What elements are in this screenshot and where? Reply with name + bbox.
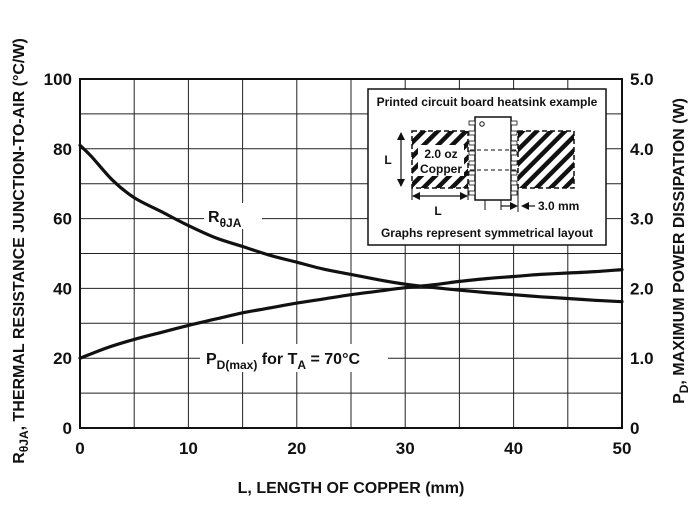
left-tick-labels: 0 20 40 60 80 100 (44, 70, 72, 438)
left-axis-title-main: R (11, 452, 28, 464)
pd-max-curve (78, 268, 624, 360)
rtheta-ja-curve (78, 143, 624, 304)
ic-pin-right (510, 150, 518, 156)
ic-pin-right (510, 170, 518, 176)
plot-frame (79, 78, 623, 429)
rtheta-series-label: RθJA (208, 209, 242, 230)
bottom-tick-label: 20 (287, 439, 306, 458)
left-axis-title: RθJA, THERMAL RESISTANCE JUNCTION-TO-AIR… (11, 38, 31, 464)
ic-pin-left (468, 180, 476, 186)
left-tick-label: 100 (44, 70, 72, 89)
ic-pins (468, 120, 518, 196)
pd-label-sub: D(max) (217, 358, 258, 372)
ic-pin-left (468, 190, 476, 196)
copper-label-copper: Copper (420, 162, 462, 176)
ic-pin-left (468, 140, 476, 146)
rtheta-label-main: R (208, 209, 220, 226)
ic-body (474, 116, 512, 201)
pd-series-label: PD(max) for TA = 70°C (206, 351, 360, 372)
right-axis-title-rest: , MAXIMUM POWER DISSIPATION (W) (671, 98, 688, 385)
pd-label-bg (200, 344, 388, 372)
left-axis-title-rest: , THERMAL RESISTANCE JUNCTION-TO-AIR (°C… (11, 38, 28, 430)
bottom-tick-label: 10 (179, 439, 198, 458)
ic-pin1-dot (479, 121, 485, 127)
right-axis-title: PD, MAXIMUM POWER DISSIPATION (W) (671, 98, 691, 404)
pd-label-sub2: A (297, 358, 306, 372)
ic-pin-right (510, 140, 518, 146)
pcb-inset: Printed circuit board heatsink example 2… (367, 88, 607, 246)
pd-label-rest: for T (257, 351, 297, 368)
ic-pin-right (510, 130, 518, 136)
right-tick-label: 1.0 (630, 349, 654, 368)
gap-dim-arrow-left (510, 202, 518, 210)
left-tick-label: 60 (53, 210, 72, 229)
ic-pin-right (510, 180, 518, 186)
rtheta-label-bg (204, 203, 262, 229)
rtheta-label-sub: θJA (220, 216, 242, 230)
right-tick-label: 5.0 (630, 70, 654, 89)
bottom-tick-label: 40 (504, 439, 523, 458)
vertical-dimension-label: L (384, 153, 391, 167)
bottom-tick-labels: 0 10 20 30 40 50 (75, 439, 631, 458)
ic-package (468, 116, 518, 210)
left-axis-title-sub: θJA (17, 430, 31, 452)
pd-label-main: P (206, 351, 217, 368)
bottom-tick-label: 0 (75, 439, 84, 458)
right-tick-label: 4.0 (630, 140, 654, 159)
ic-pin-left (468, 120, 476, 126)
inset-title: Printed circuit board heatsink example (377, 95, 598, 109)
right-tick-label: 3.0 (630, 210, 654, 229)
x-axis-title: L, LENGTH OF COPPER (mm) (238, 480, 465, 497)
left-tick-label: 0 (63, 419, 72, 438)
ic-pin-left (468, 160, 476, 166)
left-tick-label: 20 (53, 349, 72, 368)
inset-footer: Graphs represent symmetrical layout (381, 226, 593, 240)
ic-pin-right (510, 160, 518, 166)
copper-label-bg (418, 145, 464, 176)
bottom-tick-label: 30 (396, 439, 415, 458)
right-tick-label: 0 (630, 419, 639, 438)
ic-pin-left (468, 130, 476, 136)
pd-label-rest2: = 70°C (306, 351, 360, 368)
copper-label-oz: 2.0 oz (424, 147, 457, 161)
ic-pin-right (510, 120, 518, 126)
horizontal-dimension-label: L (434, 204, 441, 218)
right-tick-label: 2.0 (630, 279, 654, 298)
left-tick-label: 40 (53, 279, 72, 298)
ic-pin-right (510, 190, 518, 196)
gap-dimension-label: 3.0 mm (538, 199, 579, 213)
bottom-tick-label: 50 (613, 439, 632, 458)
series-lines (78, 143, 624, 360)
right-axis-title-sub: D (677, 384, 691, 393)
right-tick-labels: 0 1.0 2.0 3.0 4.0 5.0 (630, 70, 654, 438)
right-copper-pad (517, 130, 575, 189)
ic-pin-left (468, 150, 476, 156)
right-axis-title-main: P (671, 393, 688, 404)
gap-dim-arrow-right (521, 202, 529, 210)
left-tick-label: 80 (53, 140, 72, 159)
ic-pin-left (468, 170, 476, 176)
